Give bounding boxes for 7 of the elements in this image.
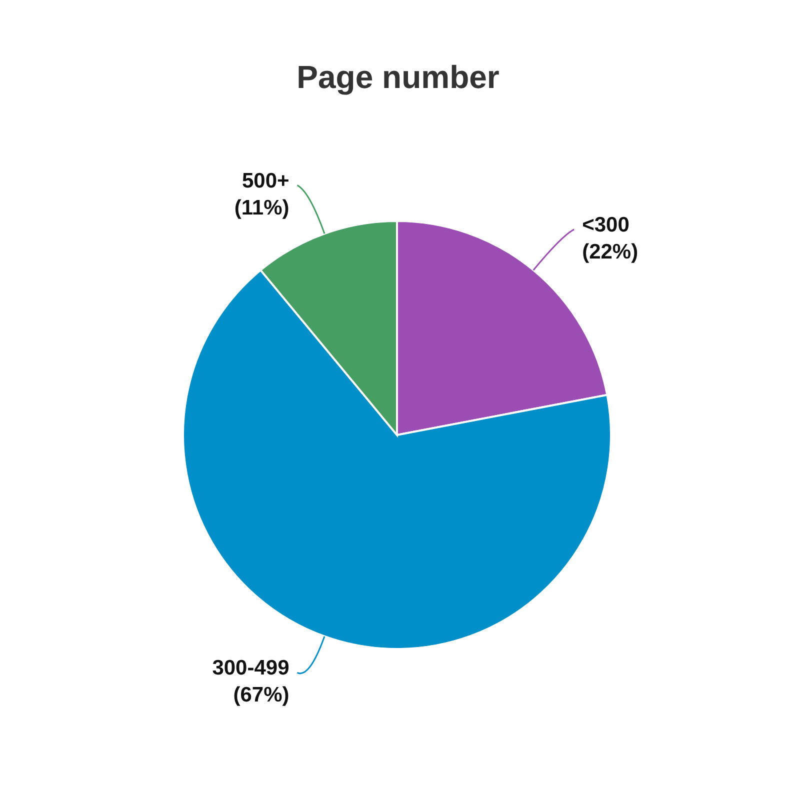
data-label: (67%) — [233, 684, 290, 707]
data-label: (22%) — [582, 240, 638, 264]
slice-label: <300 — [582, 213, 630, 236]
slice-label: 500+ — [242, 169, 290, 192]
data-label: (11%) — [234, 196, 290, 220]
chart-title: Page number — [296, 59, 500, 95]
slice-label: 300-499 — [212, 656, 290, 680]
